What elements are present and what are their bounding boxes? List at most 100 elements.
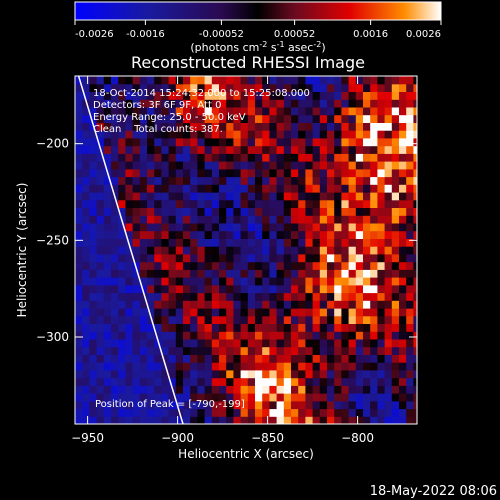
- heatmap-cell: [413, 362, 417, 371]
- heatmap-cell: [255, 346, 263, 355]
- heatmap-cell: [399, 76, 407, 85]
- heatmap-cell: [355, 246, 364, 255]
- heatmap-cell: [269, 176, 278, 185]
- heatmap-cell: [298, 99, 306, 108]
- heatmap-cell: [175, 385, 184, 394]
- heatmap-cell: [262, 161, 270, 170]
- heatmap-cell: [147, 385, 155, 394]
- heatmap-cell: [262, 207, 270, 216]
- heatmap-cell: [269, 207, 278, 216]
- heatmap-cell: [384, 130, 393, 139]
- heatmap-cell: [125, 176, 134, 185]
- heatmap-cell: [147, 130, 155, 139]
- heatmap-cell: [377, 269, 386, 278]
- heatmap-cell: [197, 230, 206, 239]
- heatmap-cell: [298, 338, 306, 348]
- heatmap-cell: [283, 416, 292, 424]
- heatmap-cell: [96, 292, 105, 301]
- heatmap-cell: [132, 369, 141, 379]
- heatmap-cell: [103, 269, 112, 278]
- heatmap-cell: [298, 277, 306, 286]
- heatmap-cell: [111, 277, 119, 286]
- heatmap-cell: [219, 261, 227, 270]
- heatmap-cell: [147, 292, 155, 301]
- heatmap-cell: [219, 300, 227, 309]
- heatmap-cell: [211, 83, 220, 92]
- heatmap-cell: [341, 315, 350, 324]
- heatmap-cell: [125, 145, 134, 154]
- heatmap-cell: [399, 176, 407, 185]
- heatmap-cell: [348, 122, 357, 131]
- heatmap-cell: [75, 400, 83, 410]
- heatmap-cell: [363, 238, 371, 247]
- heatmap-cell: [363, 192, 371, 201]
- heatmap-cell: [384, 354, 393, 363]
- heatmap-cell: [132, 176, 141, 185]
- heatmap-cell: [370, 300, 378, 309]
- heatmap-cell: [89, 323, 98, 332]
- heatmap-cell: [348, 106, 357, 116]
- heatmap-cell: [355, 114, 364, 123]
- heatmap-cell: [255, 253, 263, 263]
- heatmap-cell: [82, 207, 90, 216]
- heatmap-cell: [175, 153, 184, 162]
- heatmap-cell: [190, 130, 198, 139]
- heatmap-cell: [341, 207, 350, 216]
- heatmap-cell: [312, 369, 321, 379]
- heatmap-cell: [125, 284, 134, 294]
- heatmap-cell: [298, 184, 306, 193]
- heatmap-cell: [247, 331, 256, 340]
- heatmap-cell: [327, 292, 335, 301]
- heatmap-cell: [154, 176, 162, 185]
- heatmap-cell: [355, 408, 364, 417]
- heatmap-cell: [327, 300, 335, 309]
- heatmap-cell: [262, 114, 270, 123]
- heatmap-cell: [327, 91, 335, 100]
- heatmap-cell: [89, 192, 98, 201]
- heatmap-cell: [348, 184, 357, 193]
- heatmap-cell: [154, 161, 162, 170]
- heatmap-cell: [247, 338, 256, 348]
- heatmap-cell: [190, 122, 198, 131]
- heatmap-cell: [255, 91, 263, 100]
- heatmap-cell: [384, 308, 393, 317]
- heatmap-cell: [262, 369, 270, 379]
- heatmap-cell: [111, 400, 119, 410]
- heatmap-cell: [298, 83, 306, 92]
- heatmap-cell: [125, 76, 134, 85]
- heatmap-cell: [183, 137, 191, 147]
- heatmap-cell: [334, 153, 342, 162]
- heatmap-cell: [154, 377, 162, 386]
- heatmap-cell: [291, 137, 299, 147]
- heatmap-cell: [305, 145, 314, 154]
- heatmap-cell: [233, 161, 242, 170]
- heatmap-cell: [305, 292, 314, 301]
- heatmap-cell: [370, 153, 378, 162]
- heatmap-cell: [269, 261, 278, 270]
- heatmap-cell: [406, 261, 414, 270]
- heatmap-cell: [175, 184, 184, 193]
- heatmap-cell: [240, 354, 249, 363]
- heatmap-cell: [103, 137, 112, 147]
- heatmap-cell: [240, 161, 249, 170]
- heatmap-cell: [118, 400, 126, 410]
- heatmap-cell: [283, 222, 292, 232]
- heatmap-cell: [197, 207, 206, 216]
- heatmap-cell: [139, 222, 148, 232]
- heatmap-cell: [168, 253, 177, 263]
- heatmap-cell: [240, 145, 249, 154]
- heatmap-cell: [132, 300, 141, 309]
- heatmap-cell: [370, 331, 378, 340]
- heatmap-cell: [384, 269, 393, 278]
- heatmap-cell: [370, 246, 378, 255]
- heatmap-cell: [161, 277, 170, 286]
- heatmap-cell: [219, 137, 227, 147]
- heatmap-cell: [312, 230, 321, 239]
- heatmap-cell: [377, 354, 386, 363]
- heatmap-cell: [226, 199, 234, 208]
- heatmap-cell: [168, 114, 177, 123]
- heatmap-cell: [125, 331, 134, 340]
- heatmap-cell: [406, 323, 414, 332]
- heatmap-cell: [233, 354, 242, 363]
- heatmap-cell: [197, 176, 206, 185]
